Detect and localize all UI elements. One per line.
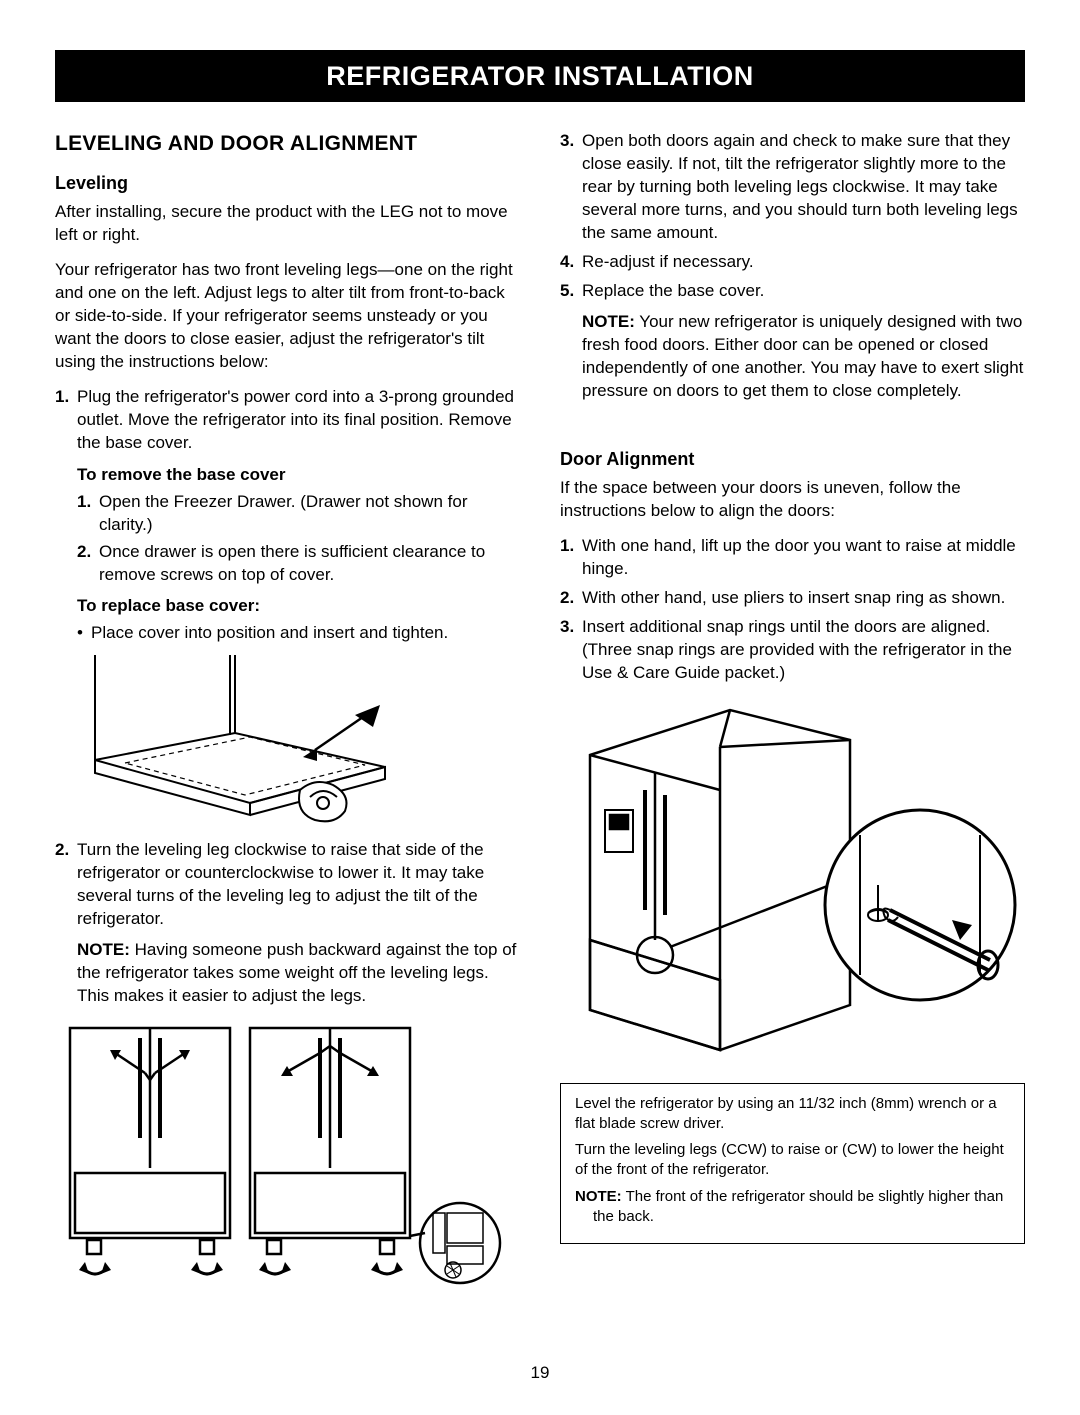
remove-cover-heading: To remove the base cover (55, 464, 520, 487)
replace-cover-text: Place cover into position and insert and… (91, 622, 448, 645)
step-2-note: NOTE: Having someone push backward again… (77, 939, 520, 1008)
step-text: Plug the refrigerator's power cord into … (77, 386, 520, 455)
tip-line-3: NOTE: The front of the refrigerator shou… (575, 1187, 1010, 1228)
leveling-intro-1: After installing, secure the product wit… (55, 201, 520, 247)
replace-cover-bullet: • Place cover into position and insert a… (55, 622, 520, 645)
figure-leveling-legs (55, 1018, 520, 1308)
remove-cover-list: 1.Open the Freezer Drawer. (Drawer not s… (55, 491, 520, 587)
figure-door-alignment (560, 695, 1025, 1065)
door-alignment-title: Door Alignment (560, 447, 1025, 471)
replace-cover-heading: To replace base cover: (55, 595, 520, 618)
page-number: 19 (55, 1362, 1025, 1385)
door-step-3: 3.Insert additional snap rings until the… (560, 616, 1025, 685)
step-1: 1. Plug the refrigerator's power cord in… (55, 386, 520, 455)
section-title: LEVELING AND DOOR ALIGNMENT (55, 130, 520, 158)
door-alignment-steps: 1.With one hand, lift up the door you wa… (560, 535, 1025, 685)
remove-step-1: 1.Open the Freezer Drawer. (Drawer not s… (77, 491, 520, 537)
step-2-text: Turn the leveling leg clockwise to raise… (77, 840, 484, 928)
page-header: REFRIGERATOR INSTALLATION (55, 50, 1025, 102)
tip-line-2: Turn the leveling legs (CCW) to raise or… (575, 1140, 1010, 1181)
step-5: 5. Replace the base cover. NOTE: Your ne… (560, 280, 1025, 403)
figure-base-cover (55, 655, 520, 825)
leveling-subtitle: Leveling (55, 171, 520, 195)
door-step-1: 1.With one hand, lift up the door you wa… (560, 535, 1025, 581)
content-columns: LEVELING AND DOOR ALIGNMENT Leveling Aft… (55, 130, 1025, 1321)
leveling-steps-continued: 3. Open both doors again and check to ma… (560, 130, 1025, 402)
step-5-note: NOTE: Your new refrigerator is uniquely … (582, 311, 1025, 403)
door-step-2: 2.With other hand, use pliers to insert … (560, 587, 1025, 610)
step-5-text: Replace the base cover. (582, 281, 764, 300)
leveling-intro-2: Your refrigerator has two front leveling… (55, 259, 520, 374)
step-3: 3. Open both doors again and check to ma… (560, 130, 1025, 245)
step-number: 1. (55, 386, 77, 455)
tip-line-1: Level the refrigerator by using an 11/32… (575, 1094, 1010, 1135)
leveling-steps-top: 1. Plug the refrigerator's power cord in… (55, 386, 520, 455)
step-4: 4. Re-adjust if necessary. (560, 251, 1025, 274)
right-column: 3. Open both doors again and check to ma… (560, 130, 1025, 1321)
leveling-tip-box: Level the refrigerator by using an 11/32… (560, 1083, 1025, 1245)
leveling-steps-bottom: 2. Turn the leveling leg clockwise to ra… (55, 839, 520, 1008)
door-alignment-intro: If the space between your doors is uneve… (560, 477, 1025, 523)
left-column: LEVELING AND DOOR ALIGNMENT Leveling Aft… (55, 130, 520, 1321)
step-2: 2. Turn the leveling leg clockwise to ra… (55, 839, 520, 1008)
remove-step-2: 2.Once drawer is open there is sufficien… (77, 541, 520, 587)
